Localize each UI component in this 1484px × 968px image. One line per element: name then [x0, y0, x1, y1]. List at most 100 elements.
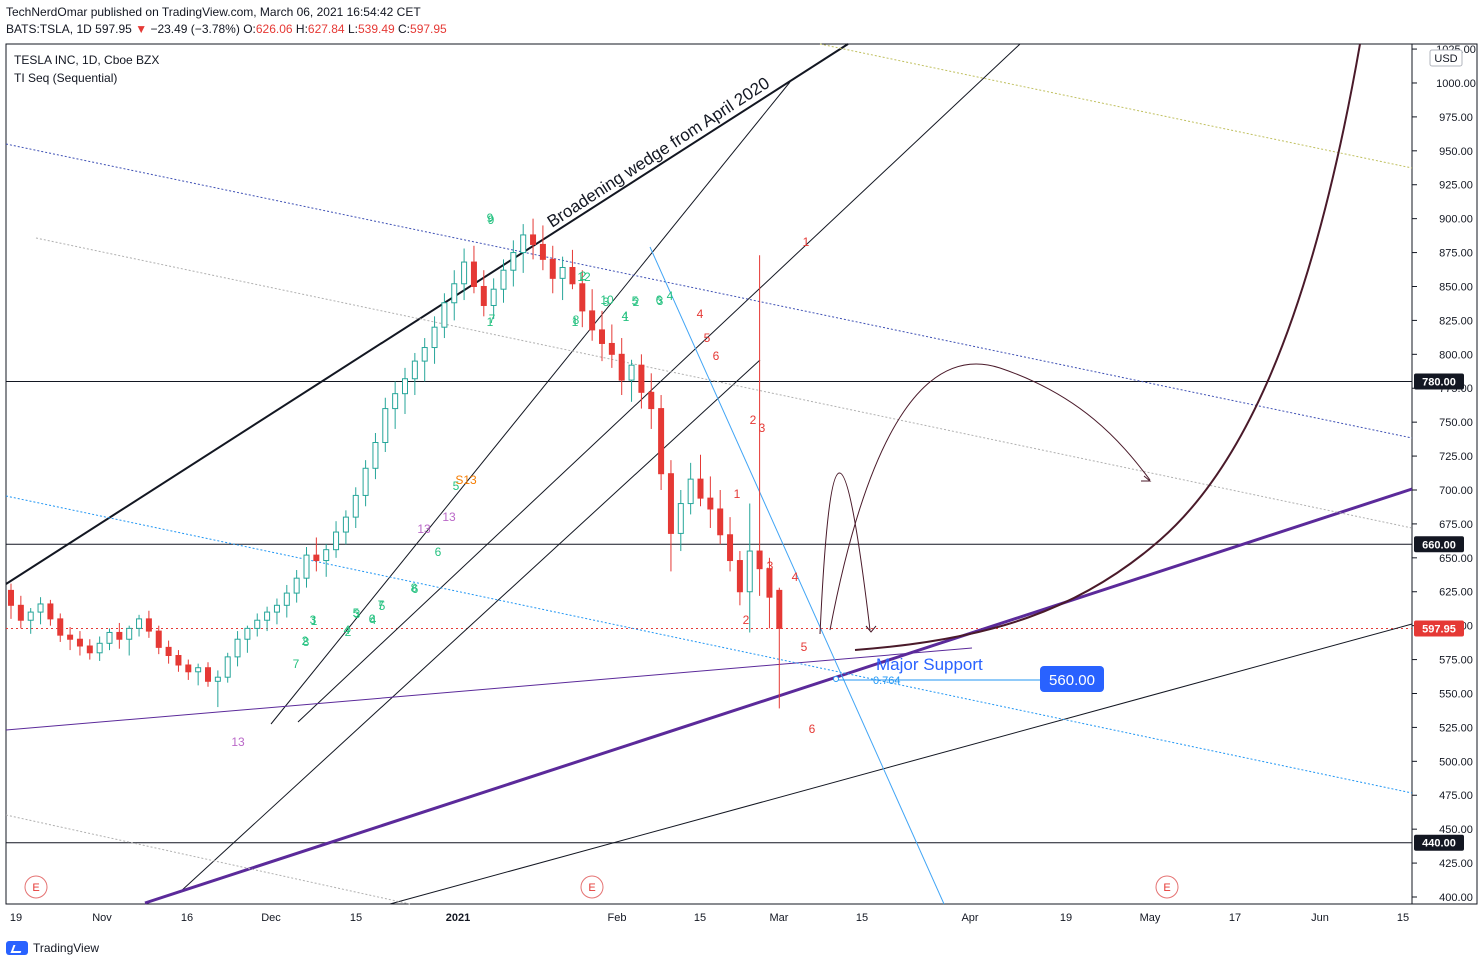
candle-body [490, 288, 497, 306]
candle-body [746, 550, 753, 593]
seq-count-green: 5 [632, 294, 639, 308]
y-tick-label: 525.00 [1439, 722, 1473, 734]
candle-body [47, 603, 54, 620]
y-tick-label: 950.00 [1439, 146, 1473, 158]
seq-count-green: 9 [488, 213, 495, 227]
candle-body [106, 631, 113, 644]
seq-count-green: 7 [378, 598, 385, 612]
high-value: 627.84 [307, 22, 345, 36]
candle-body [589, 310, 596, 331]
seq-count-red: 6 [809, 722, 816, 736]
y-tick-label: 450.00 [1439, 824, 1473, 836]
wedge-upper-line [5, 43, 849, 585]
seq-count-green: 6 [412, 582, 419, 596]
seq-count-green: 1 [487, 315, 494, 329]
candle-body [707, 497, 714, 510]
x-tick-label: 19 [10, 912, 22, 924]
seq-count-green: 9 [487, 211, 494, 225]
candle-body [205, 667, 211, 682]
price-tag [1414, 834, 1464, 851]
footer-brand[interactable]: TradingView [6, 941, 99, 955]
price-axis-frame [1411, 43, 1478, 905]
candle-body [697, 478, 704, 499]
y-tick-label: 425.00 [1439, 858, 1473, 870]
seq-countdown-label: 13 [417, 522, 431, 536]
candle-body [67, 634, 74, 640]
seq-count-red: 4 [792, 570, 799, 584]
seq-count-red: 3 [759, 421, 766, 435]
dotted-blue-line [5, 143, 1413, 439]
candle-body [313, 554, 320, 562]
x-tick-label: 15 [1397, 912, 1409, 924]
candle-body [293, 577, 300, 594]
candle-body [510, 252, 517, 271]
candle-body [441, 302, 448, 328]
candle-body [372, 442, 379, 469]
y-tick-label: 550.00 [1439, 688, 1473, 700]
y-tick-label: 675.00 [1439, 519, 1473, 531]
down-arrow-icon: ▼ [135, 22, 148, 36]
candle-body [273, 604, 280, 613]
candle-body [17, 604, 24, 621]
projection-arrow-icon [865, 625, 877, 633]
earnings-marker [580, 875, 604, 899]
seq-count-green: 12 [577, 270, 591, 284]
seq-count-green: 7 [293, 657, 300, 671]
y-tick-label: 575.00 [1439, 655, 1473, 667]
candle-body [736, 560, 743, 593]
candle-body [37, 603, 44, 613]
change-value: −23.49 (−3.78%) [150, 22, 240, 36]
candle-body [579, 283, 586, 312]
seq-count-green: 3 [310, 613, 317, 627]
y-tick-label: 925.00 [1439, 180, 1473, 192]
x-tick-label: 16 [181, 912, 193, 924]
seq-countdown-label: 13 [231, 735, 245, 749]
candle-body [392, 393, 399, 410]
candle-body [648, 391, 655, 410]
candle-body [421, 347, 428, 362]
x-tick-label: 15 [856, 912, 868, 924]
y-tick-label: 725.00 [1439, 451, 1473, 463]
candle-body [628, 364, 635, 381]
price-tag-label: 660.00 [1422, 539, 1456, 551]
candle-body [530, 234, 537, 245]
seq-count-green: 2 [345, 625, 352, 639]
chart-titles: TESLA INC, 1D, Cboe BZX TI Seq (Sequenti… [14, 53, 159, 85]
candle-body [155, 630, 162, 648]
candle-body [431, 326, 438, 349]
candle-body [264, 611, 271, 621]
earnings-marker-label: E [588, 882, 595, 894]
projection-bounce-curve [819, 472, 871, 635]
seq-count-green: 8 [573, 313, 580, 327]
seq-count-green: 4 [344, 623, 351, 637]
y-tick-label: 1000.00 [1436, 78, 1476, 90]
y-tick-label: 475.00 [1439, 790, 1473, 802]
publisher-text: TechNerdOmar published on TradingView.co… [6, 5, 421, 19]
close-label: C: [398, 22, 411, 36]
x-tick-label: Feb [608, 912, 627, 924]
support-point [833, 676, 839, 682]
candle-body [766, 568, 773, 598]
candle-body [687, 478, 694, 505]
seq-count-green: 1 [623, 310, 630, 324]
horizontal-levels [6, 380, 1412, 844]
candle-body [136, 618, 143, 629]
seq-count-red: 2 [750, 413, 757, 427]
seq-count-red: 1 [803, 235, 810, 249]
seq-count-green: 6 [656, 293, 663, 307]
seq-count-green: 4 [622, 309, 629, 323]
seq-count-green: 1 [572, 315, 579, 329]
seq-count-red: 5 [801, 640, 808, 654]
seq-count-green: 3 [657, 294, 664, 308]
x-tick-label: 2021 [446, 912, 470, 924]
candle-body [402, 378, 408, 395]
candle-body [224, 656, 231, 678]
dotted-lightblue-line [5, 495, 1413, 794]
seq-count-green: 5 [379, 599, 386, 613]
candle-body [303, 554, 310, 579]
seq-count-green: 10 [600, 293, 614, 307]
currency-badge[interactable]: USD [1429, 49, 1463, 67]
dotted-grey-line [35, 237, 1413, 529]
